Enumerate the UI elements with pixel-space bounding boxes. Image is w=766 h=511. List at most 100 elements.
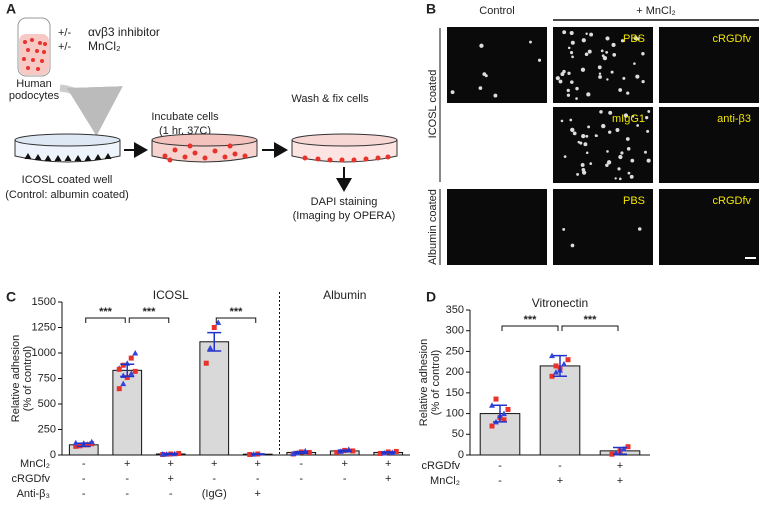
data-point: [132, 350, 139, 356]
step-label: Wash & fix cells: [291, 93, 369, 105]
nucleus: [615, 128, 620, 132]
nucleus: [618, 154, 623, 160]
significance-label: ***: [143, 306, 157, 318]
nucleus: [478, 86, 483, 90]
condition-value: -: [299, 458, 303, 470]
y-axis-label: Relative adhesion: [10, 335, 22, 422]
tube-medium: [19, 34, 49, 75]
nucleus: [571, 55, 574, 59]
condition-value: -: [498, 460, 502, 472]
condition-name: Anti-β₃: [17, 488, 50, 500]
group-label: ICOSL: [153, 288, 189, 302]
step-label: Incubate cells: [151, 111, 219, 123]
nucleus: [563, 155, 567, 158]
data-point: [124, 374, 130, 380]
nucleus: [644, 150, 647, 154]
nucleus: [587, 125, 591, 129]
nucleus: [594, 134, 598, 137]
nucleus: [614, 177, 617, 180]
data-point: [505, 406, 511, 412]
nucleus: [612, 53, 617, 57]
condition-name: cRGDfv: [12, 473, 51, 485]
group-label: Albumin: [323, 288, 366, 302]
data-point: [116, 386, 122, 392]
cell-label: podocytes: [9, 90, 60, 102]
condition-value: +: [168, 473, 174, 485]
step-label: (Imaging by OPERA): [293, 210, 396, 222]
y-axis-label: Relative adhesion: [418, 339, 430, 426]
nucleus: [581, 38, 586, 43]
micrograph: [659, 189, 759, 265]
nucleus: [587, 49, 592, 54]
nucleus: [585, 151, 589, 155]
data-point: [553, 363, 559, 369]
nucleus: [599, 110, 603, 114]
nucleus: [623, 113, 629, 118]
panel-letter: C: [6, 289, 16, 305]
data-point: [215, 319, 222, 325]
y-axis-label: (% of control): [22, 346, 34, 411]
nucleus: [600, 49, 604, 53]
image-label: cRGDfv: [713, 33, 752, 45]
nucleus: [611, 42, 616, 48]
nucleus: [598, 72, 602, 75]
nucleus: [608, 110, 613, 115]
image-label: PBS: [623, 33, 645, 45]
condition-value: +: [255, 458, 261, 470]
nucleus: [618, 177, 622, 181]
data-point: [203, 360, 209, 366]
nucleus: [606, 78, 609, 81]
significance-bracket: [85, 317, 126, 323]
condition-name: MnCl₂: [20, 458, 50, 470]
micrograph: [659, 107, 759, 183]
well: [151, 133, 258, 163]
nucleus: [569, 118, 573, 122]
nucleus: [622, 76, 626, 80]
data-point: [549, 373, 555, 379]
nucleus: [529, 40, 532, 44]
nucleus: [605, 36, 610, 41]
nucleus: [583, 142, 588, 147]
y-tick-label: 350: [446, 304, 464, 316]
image-label: PBS: [623, 195, 645, 207]
cell-label: Human: [16, 78, 51, 90]
y-tick-label: 200: [446, 366, 464, 378]
y-axis-label: (% of control): [430, 350, 442, 415]
significance-label: ***: [524, 314, 538, 326]
nucleus: [567, 71, 571, 75]
nucleus: [581, 134, 586, 139]
nucleus: [575, 97, 578, 100]
image-label: cRGDfv: [713, 195, 752, 207]
condition-name: cRGDfv: [422, 460, 461, 472]
y-tick-label: 1500: [32, 296, 56, 308]
nucleus: [620, 151, 624, 155]
y-tick-label: 50: [452, 428, 464, 440]
condition-value: -: [299, 473, 303, 485]
condition-value: +: [617, 475, 623, 487]
image-grid: PBS cRGDfv mIgG1 anti-β3 PBS cRGDfv: [447, 27, 759, 265]
error-bar: [381, 451, 396, 454]
error-bar: [337, 449, 352, 453]
data-point: [621, 445, 627, 452]
nucleus: [635, 74, 640, 79]
nucleus: [581, 170, 587, 175]
panel-letter: D: [426, 289, 436, 305]
well: [14, 133, 121, 163]
nucleus: [646, 158, 651, 163]
condition-value: -: [169, 488, 173, 500]
nucleus: [626, 91, 630, 95]
y-tick-label: 150: [446, 387, 464, 399]
column-header: Control: [479, 5, 514, 17]
condition-value: -: [82, 473, 86, 485]
error-bar: [250, 453, 265, 456]
nucleus: [586, 92, 591, 97]
significance-bracket: [128, 317, 170, 323]
data-point: [290, 450, 297, 456]
nucleus: [631, 114, 635, 118]
data-point: [553, 369, 559, 375]
nucleus: [618, 88, 623, 92]
error-bar: [493, 404, 507, 423]
data-point: [377, 450, 383, 456]
well-label: (Control: albumin coated): [5, 189, 129, 201]
nucleus: [620, 39, 625, 43]
